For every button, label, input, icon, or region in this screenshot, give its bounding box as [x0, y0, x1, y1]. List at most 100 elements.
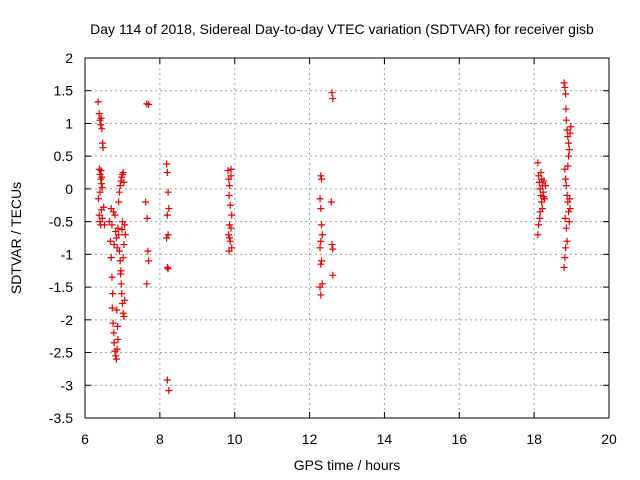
data-point [163, 234, 171, 242]
data-point [100, 221, 108, 229]
data-point [318, 221, 326, 229]
data-point [143, 280, 151, 288]
data-point [98, 173, 106, 181]
x-ticks: 6 8 10 12 14 16 18 20 [81, 58, 617, 447]
plot-frame [84, 57, 610, 419]
data-point [108, 304, 116, 312]
data-point [117, 177, 125, 185]
y-axis-label: SDTVAR / TECUs [8, 182, 24, 294]
data-point [317, 205, 325, 213]
data-point [317, 260, 325, 268]
data-point [119, 254, 127, 262]
data-point [316, 195, 324, 203]
data-point [94, 98, 102, 106]
data-point [98, 214, 106, 222]
data-point [329, 95, 337, 103]
x-tick-label: 18 [526, 431, 542, 447]
data-point [97, 167, 105, 175]
data-point [120, 178, 128, 186]
data-point [95, 211, 103, 219]
data-point [536, 208, 544, 216]
data-point [145, 100, 153, 108]
data-point [318, 175, 326, 183]
chart-title: Day 114 of 2018, Sidereal Day-to-day VTE… [90, 21, 594, 37]
data-point [114, 322, 122, 330]
data-point [561, 83, 569, 91]
data-point [107, 254, 115, 262]
data-point [225, 191, 233, 199]
data-point [228, 211, 236, 219]
data-point [534, 159, 542, 167]
data-point [115, 198, 123, 206]
data-point [329, 245, 337, 253]
y-tick-label: -3 [61, 377, 74, 393]
data-point [120, 241, 128, 249]
data-point [316, 283, 324, 291]
data-point [562, 182, 570, 190]
data-point [109, 290, 117, 298]
data-point [110, 329, 118, 337]
data-point [113, 306, 121, 314]
data-point [225, 234, 233, 242]
data-point [112, 352, 120, 360]
data-point [163, 211, 171, 219]
data-point [561, 165, 569, 173]
data-point [561, 214, 569, 222]
data-point [113, 345, 121, 353]
data-point [540, 177, 548, 185]
data-point [163, 263, 171, 271]
data-point [227, 172, 235, 180]
data-point [118, 290, 126, 298]
data-point [562, 90, 570, 98]
data-point [116, 182, 124, 190]
data-point [560, 79, 568, 87]
data-point [561, 254, 569, 262]
data-point [144, 247, 152, 255]
x-tick-label: 12 [302, 431, 318, 447]
data-point [318, 231, 326, 239]
data-point [145, 257, 153, 265]
data-point [95, 110, 103, 118]
x-axis-label: GPS time / hours [294, 457, 401, 473]
x-tick-label: 16 [451, 431, 467, 447]
data-point [226, 201, 234, 209]
data-point [225, 231, 233, 239]
data-point [226, 237, 234, 245]
data-point [567, 123, 575, 131]
data-point [142, 198, 150, 206]
data-point [565, 139, 573, 147]
data-point [225, 221, 233, 229]
data-point [540, 193, 547, 201]
data-point [328, 89, 336, 97]
x-tick-label: 8 [156, 431, 164, 447]
data-point [534, 231, 542, 239]
data-point [108, 273, 116, 281]
data-point [535, 221, 543, 229]
data-point [562, 105, 570, 113]
y-tick-label: -2 [61, 312, 74, 328]
data-point [227, 224, 235, 232]
data-point [565, 218, 573, 226]
data-point [227, 165, 235, 173]
data-point [327, 198, 335, 206]
data-point [98, 125, 106, 133]
data-point [112, 355, 120, 363]
data-point [163, 169, 171, 177]
x-tick-label: 6 [81, 431, 89, 447]
x-tick-label: 20 [601, 431, 617, 447]
data-point [225, 247, 233, 255]
data-point [329, 271, 337, 279]
data-point [566, 129, 574, 137]
y-tick-label: 2 [65, 50, 73, 66]
y-ticks: -3.5 -3 -2.5 -2 -1.5 -1 -0.5 0 0.5 1 1.5 2 [49, 50, 609, 426]
data-point [562, 116, 570, 124]
data-point [317, 291, 325, 299]
data-point [121, 231, 129, 239]
data-point [566, 195, 574, 203]
data-point [565, 208, 573, 216]
data-point [317, 237, 325, 245]
data-point [143, 214, 151, 222]
data-point [98, 184, 106, 192]
data-point [536, 214, 544, 222]
